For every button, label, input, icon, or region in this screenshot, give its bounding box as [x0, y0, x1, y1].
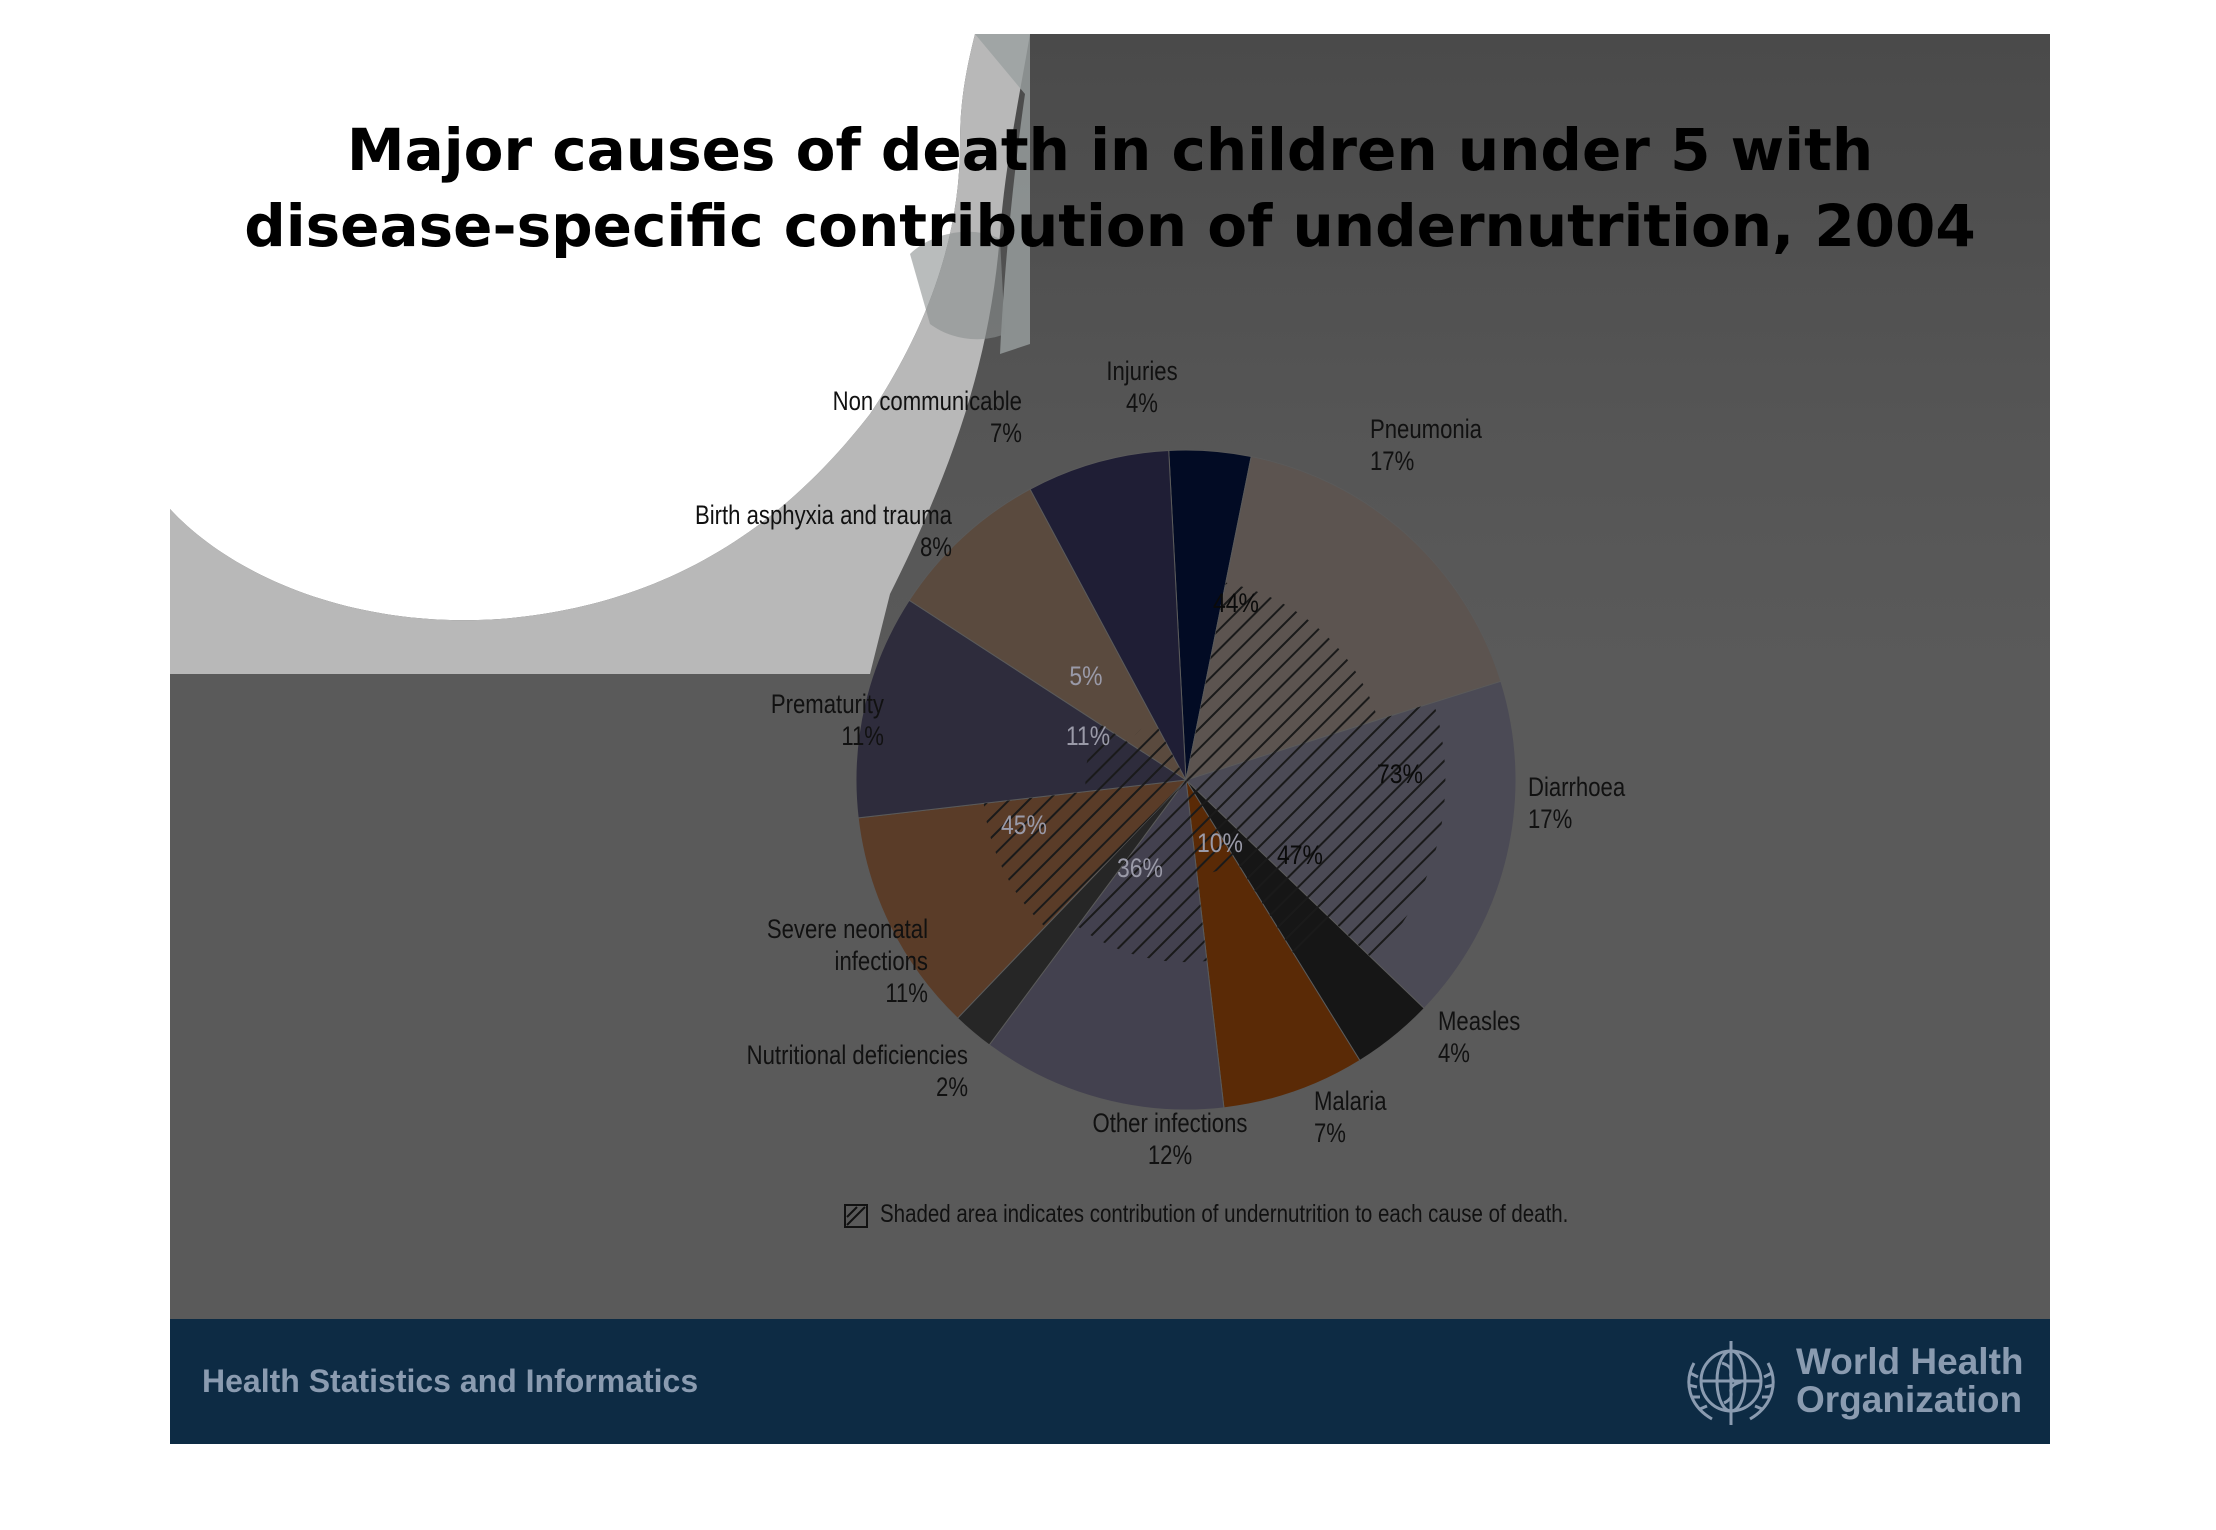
slice-value-nutritional-deficiencies: 2% [936, 1073, 968, 1103]
pie-slice-birth-asphyxia-and-trauma [908, 488, 1187, 781]
who-name-line-2: Organization [1796, 1379, 2023, 1420]
slide-title: Major causes of death in children under … [170, 112, 2050, 264]
footer-department: Health Statistics and Informatics [202, 1363, 699, 1399]
slice-value-diarrhoea: 17% [1528, 805, 1572, 835]
hatch-pneumonia [1186, 582, 1379, 780]
slice-value-birth-asphyxia-and-trauma: 8% [920, 533, 952, 563]
legend-note: Shaded area indicates contribution of un… [880, 1200, 1569, 1228]
slice-name-severe-neonatal-infections: infections [835, 947, 928, 977]
undernutrition-label-measles: 47% [1277, 840, 1323, 870]
hatch-measles [1186, 780, 1337, 957]
who-emblem-icon [1687, 1341, 1775, 1425]
slice-name-non-communicable: Non communicable [833, 387, 1022, 417]
who-name-line-1: World Health [1796, 1341, 2024, 1382]
hatch-malaria [1186, 780, 1237, 876]
slice-name-measles: Measles [1438, 1007, 1520, 1037]
slide: Major causes of death in children under … [170, 34, 2050, 1444]
decorative-white-shape [170, 34, 1030, 674]
footer-bar: Health Statistics and Informatics World … [170, 1319, 2050, 1444]
slice-value-injuries: 4% [1126, 389, 1158, 419]
undernutrition-label-birth-asphyxia-and-trauma: 5% [1069, 661, 1102, 691]
slice-value-malaria: 7% [1314, 1119, 1346, 1149]
hatch-severe-neonatal-infections [983, 780, 1186, 927]
slice-value-measles: 4% [1438, 1039, 1470, 1069]
title-line-2: disease-specific contribution of undernu… [244, 192, 1976, 260]
undernutrition-shading [983, 582, 1446, 963]
who-wordmark: World Health Organization [1796, 1343, 2024, 1419]
slice-name-severe-neonatal-infections: Severe neonatal [767, 915, 928, 945]
slice-value-pneumonia: 17% [1370, 447, 1414, 477]
slice-name-nutritional-deficiencies: Nutritional deficiencies [747, 1041, 968, 1071]
pie-chart: 44%73%47%10%36%45%11%5% Injuries4%Pneumo… [695, 357, 1625, 1171]
undernutrition-label-prematurity: 11% [1066, 721, 1110, 751]
slice-name-birth-asphyxia-and-trauma: Birth asphyxia and trauma [695, 501, 952, 531]
undernutrition-label-malaria: 10% [1197, 828, 1243, 858]
slice-labels: Injuries4%Pneumonia17%Diarrhoea17%Measle… [695, 357, 1625, 1171]
undernutrition-label-severe-neonatal-infections: 45% [1001, 810, 1047, 840]
slice-value-non-communicable: 7% [990, 419, 1022, 449]
undernutrition-label-other-infections: 36% [1117, 853, 1163, 883]
undernutrition-label-pneumonia: 44% [1213, 588, 1259, 618]
hatch-diarrhoea [1186, 702, 1446, 960]
hatch-birth-asphyxia-and-trauma [1129, 720, 1186, 780]
undernutrition-label-diarrhoea: 73% [1377, 759, 1423, 789]
pie-slice-non-communicable [1029, 449, 1187, 781]
hatch-other-infections [1077, 780, 1207, 963]
slice-value-prematurity: 11% [841, 722, 884, 752]
slice-name-injuries: Injuries [1106, 357, 1177, 387]
slice-name-malaria: Malaria [1314, 1087, 1387, 1117]
slice-name-other-infections: Other infections [1093, 1109, 1248, 1139]
slice-value-severe-neonatal-infections: 11% [885, 979, 928, 1009]
slice-value-other-infections: 12% [1148, 1141, 1192, 1171]
undernutrition-labels: 44% 73% 47% 10% 36% 45% 11% 5% [1001, 588, 1423, 883]
slice-name-pneumonia: Pneumonia [1370, 415, 1482, 445]
slice-name-prematurity: Prematurity [771, 690, 885, 720]
hatch-prematurity [1085, 725, 1186, 792]
title-line-1: Major causes of death in children under … [346, 116, 1874, 184]
slice-name-diarrhoea: Diarrhoea [1528, 773, 1625, 803]
hatch-legend-swatch [844, 1204, 868, 1228]
